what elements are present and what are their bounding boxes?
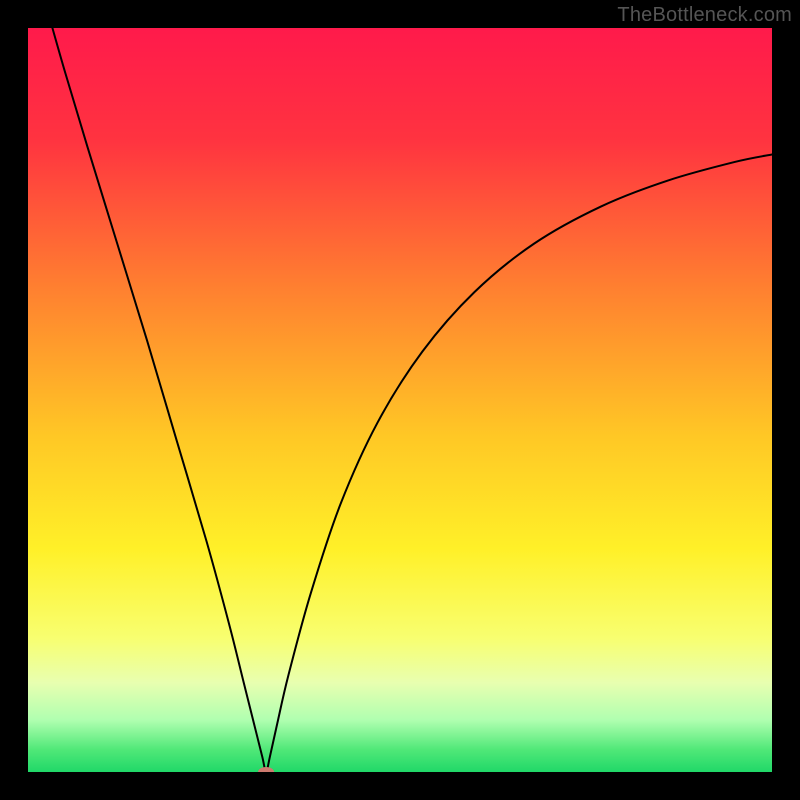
watermark-text: TheBottleneck.com (617, 4, 792, 27)
bottleneck-chart (0, 0, 800, 800)
chart-container: TheBottleneck.com (0, 0, 800, 800)
plot-background (28, 28, 772, 772)
